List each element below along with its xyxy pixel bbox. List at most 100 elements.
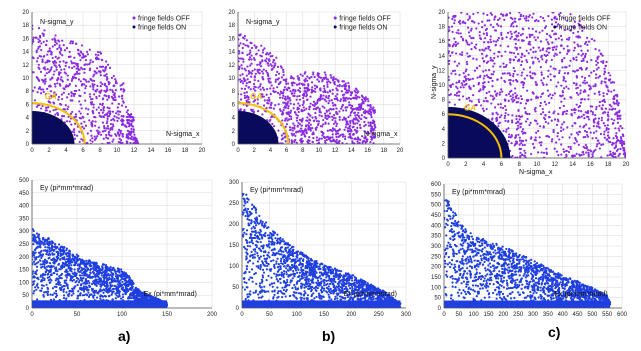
point-fringe-off xyxy=(519,123,522,126)
point-emittance xyxy=(40,274,43,277)
point-fringe-off xyxy=(122,115,125,118)
point-fringe-off xyxy=(354,114,357,117)
point-fringe-off xyxy=(566,19,569,22)
point-fringe-off xyxy=(119,129,123,132)
point-fringe-off xyxy=(349,120,352,123)
point-fringe-off xyxy=(600,80,603,83)
point-fringe-off xyxy=(101,65,105,68)
point-fringe-off xyxy=(361,100,365,103)
point-fringe-off xyxy=(333,81,336,84)
point-fringe-off xyxy=(282,91,285,94)
point-fringe-off xyxy=(124,125,127,128)
point-fringe-off xyxy=(239,80,242,84)
point-fringe-off xyxy=(311,116,314,119)
point-fringe-off xyxy=(87,80,90,83)
point-fringe-off xyxy=(336,99,339,102)
point-fringe-off xyxy=(282,94,285,97)
point-fringe-off xyxy=(498,121,502,124)
point-fringe-off xyxy=(464,105,468,108)
point-fringe-off xyxy=(468,35,471,38)
point-fringe-off xyxy=(482,100,486,103)
point-fringe-off xyxy=(258,85,262,88)
point-fringe-off xyxy=(117,128,121,131)
point-fringe-off xyxy=(491,113,494,116)
point-fringe-off xyxy=(257,110,260,113)
point-fringe-off xyxy=(606,113,609,116)
point-fringe-off xyxy=(485,54,488,57)
point-fringe-off xyxy=(267,102,270,105)
point-fringe-off xyxy=(109,110,112,113)
point-fringe-off xyxy=(62,60,65,63)
point-fringe-off xyxy=(550,119,553,122)
point-fringe-off xyxy=(493,18,496,21)
point-fringe-off xyxy=(120,114,123,118)
point-fringe-off xyxy=(472,84,475,88)
point-fringe-off xyxy=(104,90,107,93)
point-fringe-off xyxy=(460,12,463,14)
point-emittance xyxy=(52,265,55,268)
point-fringe-off xyxy=(282,78,285,81)
point-emittance xyxy=(82,288,86,292)
point-fringe-off xyxy=(112,138,115,141)
point-fringe-off xyxy=(455,92,459,95)
point-fringe-off xyxy=(557,154,560,157)
point-fringe-off xyxy=(108,112,112,116)
point-fringe-off xyxy=(105,73,108,76)
point-emittance xyxy=(125,288,129,291)
point-fringe-off xyxy=(127,115,130,118)
point-fringe-off xyxy=(605,60,608,64)
point-fringe-off xyxy=(341,93,345,97)
point-fringe-off xyxy=(59,78,62,81)
point-fringe-off xyxy=(245,74,248,77)
point-fringe-off xyxy=(134,140,137,143)
point-fringe-off xyxy=(509,79,512,82)
point-fringe-off xyxy=(567,145,570,149)
point-fringe-off xyxy=(316,106,320,109)
point-fringe-off xyxy=(78,116,82,119)
point-emittance xyxy=(79,276,82,280)
point-fringe-off xyxy=(546,89,550,92)
point-fringe-off xyxy=(582,57,585,60)
point-fringe-off xyxy=(477,22,480,25)
point-fringe-off xyxy=(514,92,517,95)
point-fringe-off xyxy=(310,81,314,84)
point-fringe-off xyxy=(492,26,495,29)
point-fringe-off xyxy=(514,136,517,139)
point-fringe-off xyxy=(318,109,321,112)
point-fringe-off xyxy=(325,100,328,103)
point-emittance xyxy=(107,295,111,298)
point-fringe-off xyxy=(495,40,498,43)
point-fringe-off xyxy=(496,113,499,116)
point-fringe-off xyxy=(108,134,112,137)
point-fringe-off xyxy=(476,76,479,79)
point-fringe-off xyxy=(372,135,375,138)
point-fringe-off xyxy=(553,118,557,121)
y-tick-label: 12 xyxy=(228,63,235,69)
point-fringe-off xyxy=(482,82,485,85)
point-fringe-off xyxy=(243,78,246,81)
point-fringe-off xyxy=(33,99,37,102)
point-fringe-off xyxy=(308,77,311,80)
point-fringe-off xyxy=(546,41,549,44)
point-fringe-off xyxy=(618,117,621,120)
point-fringe-off xyxy=(270,102,273,105)
point-emittance xyxy=(109,289,112,293)
x-tick-label: 0 xyxy=(236,148,240,154)
point-fringe-off xyxy=(514,95,517,98)
point-fringe-off xyxy=(354,87,357,90)
point-fringe-off xyxy=(592,119,595,122)
point-fringe-off xyxy=(285,98,288,101)
point-fringe-off xyxy=(322,135,326,138)
point-fringe-off xyxy=(48,49,51,52)
point-fringe-off xyxy=(53,91,56,95)
point-fringe-off xyxy=(348,104,351,107)
point-fringe-off xyxy=(523,77,526,80)
point-emittance xyxy=(45,283,48,286)
point-fringe-off xyxy=(35,51,38,54)
point-fringe-off xyxy=(517,97,520,100)
point-fringe-off xyxy=(108,66,112,69)
point-fringe-off xyxy=(93,73,96,76)
point-fringe-off xyxy=(520,81,523,84)
x-tick-label: 16 xyxy=(364,148,371,154)
point-fringe-off xyxy=(43,66,46,69)
